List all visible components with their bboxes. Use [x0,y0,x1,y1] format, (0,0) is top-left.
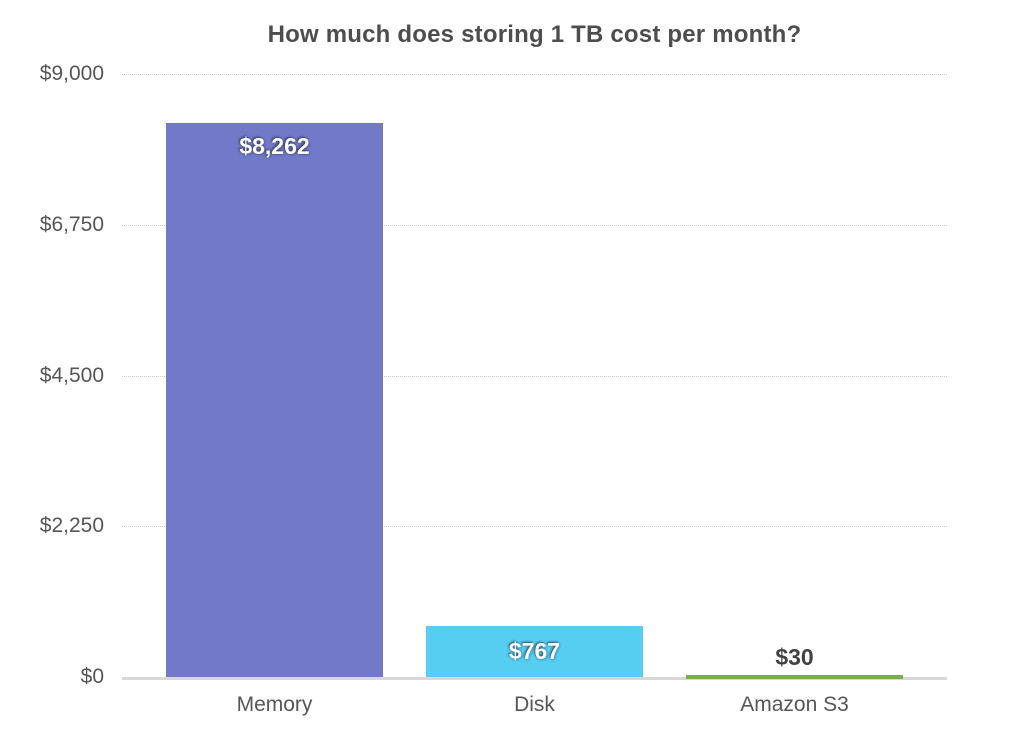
y-tick-label-0: $0 [80,665,104,688]
bar-value-label-amazon-s3: $30 [775,644,814,670]
bar-amazon-s3 [686,675,903,679]
y-axis: $0 $2,250 $4,500 $6,750 $9,000 [0,0,104,754]
gridline-2250 [122,526,947,528]
gridline-9000 [122,74,947,75]
bar-value-label-disk: $767 [508,638,561,665]
y-tick-label-4500: $4,500 [39,363,104,387]
bar-disk [426,625,643,677]
chart-title: How much does storing 1 TB cost per mont… [267,21,802,48]
y-tick-label-9000: $9,000 [39,62,104,85]
x-tick-label-amazon-s3: Amazon S3 [740,693,849,716]
bar-memory [166,123,383,677]
bar-value-label-memory: $8,262 [239,133,310,160]
y-tick-label-6750: $6,750 [39,212,104,236]
gridline-4500 [122,375,947,377]
x-tick-label-memory: Memory [236,693,313,716]
gridline-6750 [122,224,947,226]
x-tick-label-disk: Disk [514,693,555,716]
plot-area: $8,262 $767 $30 [122,74,947,680]
x-axis-baseline [122,677,947,680]
y-tick-label-2250: $2,250 [39,514,104,538]
